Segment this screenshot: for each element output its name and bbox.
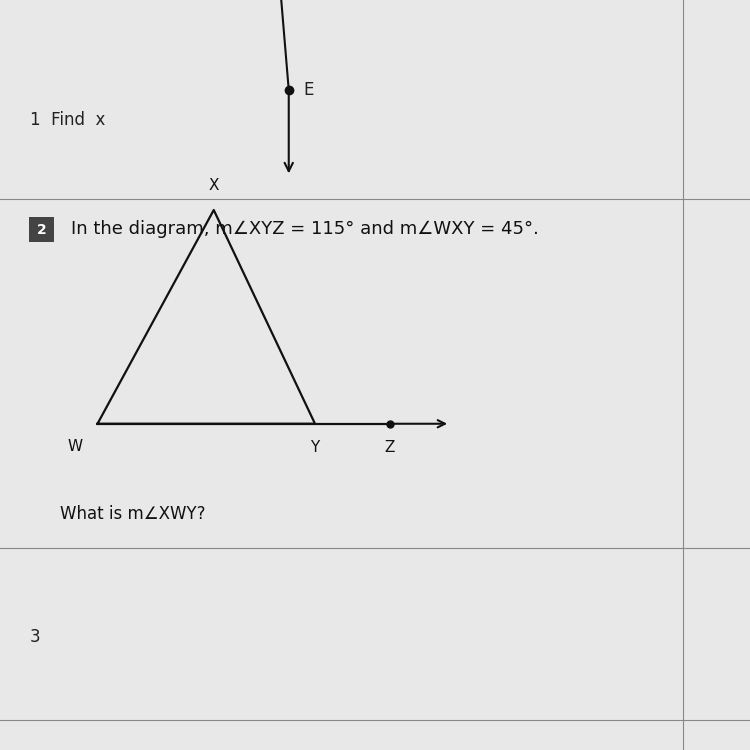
Text: What is m∠XWY?: What is m∠XWY? [60, 505, 206, 523]
Text: W: W [68, 439, 82, 454]
Text: E: E [304, 81, 314, 99]
FancyBboxPatch shape [28, 217, 54, 242]
Text: 2: 2 [36, 223, 46, 236]
Text: 1  Find  x: 1 Find x [30, 111, 105, 129]
Text: 3: 3 [30, 628, 40, 646]
Text: Z: Z [385, 440, 395, 455]
Text: X: X [209, 178, 219, 194]
Text: In the diagram, m∠XYZ = 115° and m∠WXY = 45°.: In the diagram, m∠XYZ = 115° and m∠WXY =… [71, 220, 539, 238]
Text: Y: Y [310, 440, 320, 455]
